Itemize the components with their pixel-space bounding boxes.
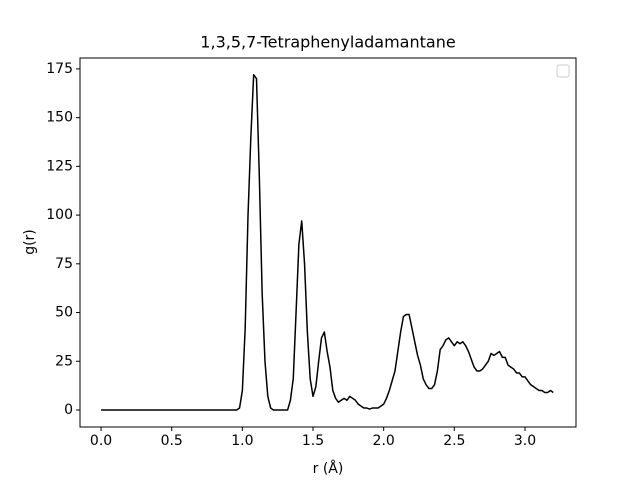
x-tick-label: 2.0	[373, 433, 395, 449]
y-tick-label: 100	[46, 207, 73, 223]
data-line	[101, 74, 554, 411]
x-tick-label: 3.0	[514, 433, 536, 449]
y-tick-label: 25	[55, 353, 73, 369]
legend-box	[556, 64, 570, 78]
plot-frame	[79, 57, 577, 428]
y-axis-label: g(r)	[22, 229, 38, 255]
y-tick-label: 0	[64, 402, 73, 418]
y-tick-label: 150	[46, 110, 73, 126]
y-tick-label: 50	[55, 305, 73, 321]
x-tick-label: 0.5	[161, 433, 183, 449]
y-tick-label: 75	[55, 256, 73, 272]
x-tick-label: 2.5	[443, 433, 465, 449]
x-axis-label: r (Å)	[313, 460, 344, 477]
x-tick-label: 1.5	[302, 433, 324, 449]
y-tick-label: 125	[46, 158, 73, 174]
x-tick-label: 1.0	[231, 433, 253, 449]
chart-title: 1,3,5,7-Tetraphenyladamantane	[200, 33, 455, 52]
x-tick-label: 0.0	[90, 433, 112, 449]
y-tick-label: 175	[46, 61, 73, 77]
